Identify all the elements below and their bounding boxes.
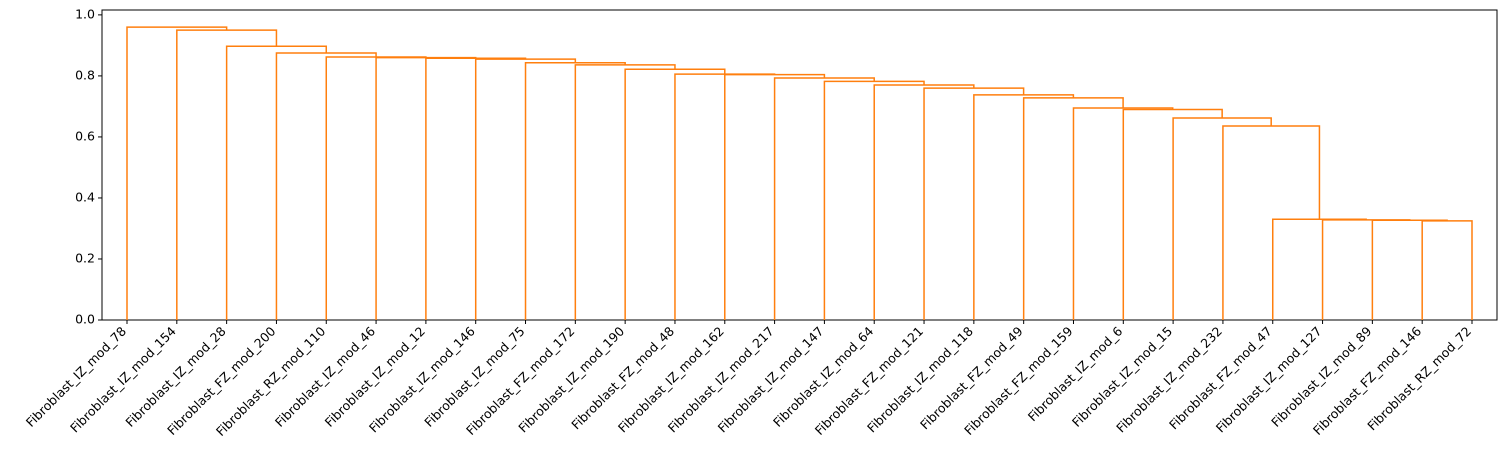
dendrogram-link <box>474 58 577 320</box>
dendrogram-link <box>275 52 377 320</box>
dendrogram-link <box>1172 117 1272 320</box>
dendrogram-link <box>1122 108 1223 320</box>
dendrogram-link <box>225 45 328 320</box>
dendrogram-link <box>923 87 1025 320</box>
y-tick-label: 0.2 <box>75 250 95 265</box>
dendrogram-link <box>1321 219 1411 320</box>
dendrogram-link <box>1271 218 1367 320</box>
dendrogram-link <box>773 77 875 320</box>
dendrogram-link <box>624 68 726 320</box>
dendrogram-link <box>176 29 278 320</box>
leaf-label: Fibroblast_IZ_mod_78 <box>23 323 129 429</box>
leaf-label: Fibroblast_IZ_mod_15 <box>1069 324 1175 430</box>
leaf-label: Fibroblast_IZ_mod_75 <box>421 324 527 430</box>
plot-frame <box>101 9 1498 321</box>
dendrogram-link <box>1421 220 1473 320</box>
dendrogram-link <box>574 64 676 320</box>
dendrogram-link <box>973 94 1075 320</box>
leaf-label: Fibroblast_IZ_mod_64 <box>770 323 876 429</box>
dendrogram-link <box>524 62 626 320</box>
dendrogram-link <box>823 80 925 320</box>
dendrogram-link <box>126 26 228 320</box>
leaf-label: Fibroblast_RZ_mod_72 <box>1364 324 1474 434</box>
y-tick-label: 0.6 <box>75 128 95 143</box>
y-tick-label: 0.8 <box>75 67 95 82</box>
dendrogram-link <box>873 84 975 320</box>
y-tick-label: 0.0 <box>75 312 95 327</box>
dendrogram-link <box>724 73 826 320</box>
leaf-label: Fibroblast_IZ_mod_6 <box>1025 323 1126 424</box>
y-tick-label: 0.4 <box>75 189 95 204</box>
dendrogram-link <box>1022 97 1124 320</box>
y-tick-label: 1.0 <box>75 6 95 21</box>
leaf-label: Fibroblast_IZ_mod_46 <box>272 323 378 429</box>
dendrogram-link <box>1072 107 1174 320</box>
leaf-label: Fibroblast_IZ_mod_28 <box>122 323 228 429</box>
dendrogram-link <box>1371 219 1448 320</box>
leaf-label: Fibroblast_IZ_mod_89 <box>1268 323 1374 429</box>
leaf-label: Fibroblast_IZ_mod_12 <box>322 324 428 430</box>
dendrogram-link <box>1222 125 1321 320</box>
